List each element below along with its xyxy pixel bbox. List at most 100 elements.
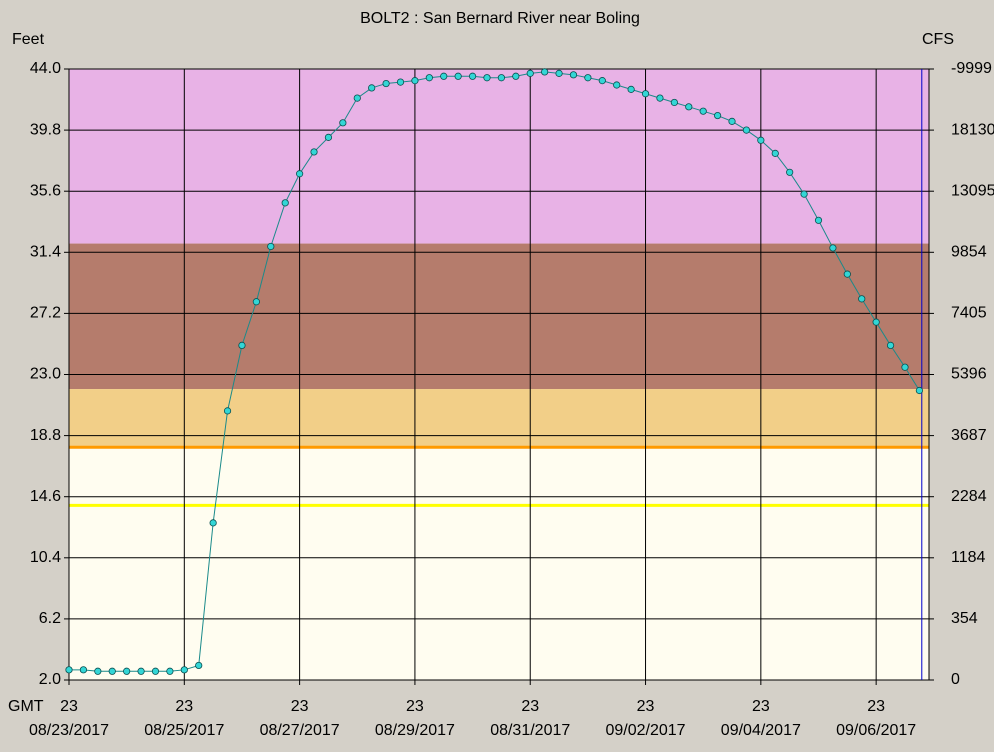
y2-axis-label: CFS [922, 31, 954, 48]
y-tick-label: 44.0 [30, 60, 61, 77]
stage-point [800, 190, 808, 198]
x-tick-hour: 23 [637, 698, 655, 715]
stage-point [166, 667, 174, 675]
stage-point [440, 72, 448, 80]
stage-point [497, 74, 506, 82]
stage-point [757, 136, 765, 144]
stage-point [223, 407, 232, 415]
x-tick-label: 08/25/2017 [144, 722, 224, 739]
stage-line [69, 71, 920, 672]
flood-band [69, 69, 929, 244]
stage-point [79, 666, 88, 674]
stage-point [858, 295, 866, 303]
x-tick-hour: 23 [60, 698, 78, 715]
plot-frame [68, 68, 930, 681]
x-tick-label: 09/06/2017 [836, 722, 916, 739]
stage-point [180, 666, 188, 674]
stage-point [368, 84, 376, 92]
stage-point [656, 94, 664, 102]
stage-point [454, 72, 462, 80]
stage-point [353, 94, 361, 102]
flood-band [69, 243, 929, 390]
stage-point [483, 74, 491, 82]
stage-point [151, 667, 160, 675]
stage-point [512, 72, 520, 80]
x-tick-label: 09/04/2017 [721, 722, 801, 739]
stage-point [339, 119, 347, 127]
y-tick-label: 18.8 [30, 427, 61, 444]
y2-tick-label: 7405 [951, 305, 987, 322]
stage-point [541, 68, 549, 76]
chart-title: BOLT2 : San Bernard River near Boling [360, 10, 640, 27]
y-tick-label: 10.4 [30, 549, 61, 566]
stage-point [771, 149, 779, 157]
stage-point [526, 69, 534, 77]
x-tick-hour: 23 [752, 698, 770, 715]
x-tick-hour: 23 [406, 698, 424, 715]
stage-point [310, 148, 318, 156]
stage-point [137, 667, 145, 675]
y2-tick-label: 3687 [951, 427, 987, 444]
stage-point [829, 244, 837, 252]
stage-point [281, 199, 289, 207]
stage-point [886, 341, 895, 350]
stage-point [786, 168, 794, 176]
stage-point [728, 117, 736, 125]
x-tick-label: 08/23/2017 [29, 722, 109, 739]
stage-point [94, 667, 102, 675]
stage-point [296, 170, 304, 178]
stage-point [411, 77, 419, 85]
stage-point [699, 107, 707, 115]
x-tick-label: 09/02/2017 [605, 722, 685, 739]
stage-point [195, 661, 203, 670]
stage-point [742, 126, 751, 134]
stage-point [396, 78, 405, 86]
y-tick-label: 27.2 [30, 305, 61, 322]
y2-tick-label: -9999 [951, 60, 992, 77]
y-tick-label: 35.6 [30, 182, 61, 199]
y2-tick-label: 354 [951, 610, 978, 627]
x-tick-label: 08/31/2017 [490, 722, 570, 739]
stage-point [872, 318, 880, 326]
stage-point [555, 69, 563, 77]
y2-tick-label: 0 [951, 671, 960, 688]
x-tick-label: 08/29/2017 [375, 722, 455, 739]
stage-point [714, 111, 722, 120]
y-axis-label: Feet [12, 31, 45, 48]
stage-point [569, 71, 578, 79]
stage-point [468, 72, 477, 80]
stage-point [252, 298, 260, 306]
y2-tick-label: 18130 [951, 121, 994, 138]
y-tick-label: 31.4 [30, 244, 61, 261]
y2-tick-label: 1184 [951, 549, 986, 566]
stage-point [209, 519, 217, 527]
stage-point [843, 270, 851, 278]
stage-point [108, 667, 116, 675]
x-tick-hour: 23 [291, 698, 309, 715]
stage-point [65, 666, 73, 674]
x-tick-hour: 23 [175, 698, 193, 715]
stage-point [901, 363, 909, 371]
stage-point [238, 341, 246, 350]
stage-point [598, 77, 606, 85]
stage-point [627, 85, 635, 93]
stage-point [267, 242, 275, 251]
stage-point [425, 74, 433, 82]
stage-point [584, 74, 592, 82]
y-tick-label: 2.0 [39, 671, 61, 688]
x-tick-label: 08/27/2017 [260, 722, 340, 739]
x-tick-hour: 23 [521, 698, 539, 715]
stage-point [915, 386, 923, 395]
x-axis-label: GMT [8, 698, 44, 715]
y2-tick-label: 5396 [951, 366, 987, 383]
stage-point [123, 667, 131, 675]
y-tick-label: 23.0 [30, 366, 61, 383]
stage-point [613, 81, 621, 89]
stage-point [685, 103, 693, 111]
y2-tick-label: 9854 [951, 244, 987, 261]
stage-point [324, 133, 333, 141]
y-tick-label: 39.8 [30, 121, 61, 138]
y2-tick-label: 2284 [951, 488, 987, 505]
